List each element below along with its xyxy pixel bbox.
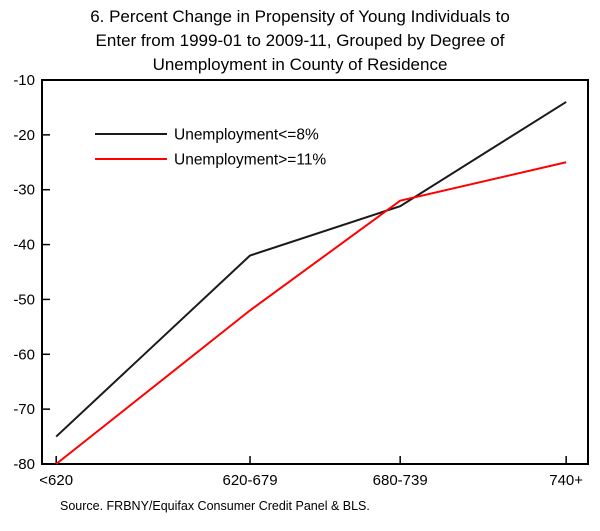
y-tick-label: -30: [13, 182, 35, 199]
chart-title-line-2: Enter from 1999-01 to 2009-11, Grouped b…: [95, 31, 505, 50]
y-tick-label: -20: [13, 127, 35, 144]
x-tick-label: 680-739: [373, 472, 428, 489]
y-tick-label: -40: [13, 237, 35, 254]
chart-title: 6. Percent Change in Propensity of Young…: [0, 5, 600, 77]
y-tick-label: -70: [13, 401, 35, 418]
y-tick-label: -80: [13, 456, 35, 473]
y-tick-label: -10: [13, 72, 35, 89]
y-tick-label: -50: [13, 291, 35, 308]
x-tick-label: 740+: [549, 472, 583, 489]
x-tick-label: <620: [39, 472, 73, 489]
plot-border: [41, 79, 589, 465]
source-note: Source. FRBNY/Equifax Consumer Credit Pa…: [60, 499, 370, 513]
legend-label-1: Unemployment>=11%: [174, 152, 326, 169]
chart-title-line-3: Unemployment in County of Residence: [152, 55, 448, 74]
legend-label-0: Unemployment<=8%: [174, 127, 319, 144]
chart-title-line-1: 6. Percent Change in Propensity of Young…: [90, 7, 510, 26]
series-line-1: [55, 161, 567, 465]
x-tick-label: 620-679: [222, 472, 277, 489]
series-line-0: [55, 101, 567, 438]
y-tick-label: -60: [13, 346, 35, 363]
